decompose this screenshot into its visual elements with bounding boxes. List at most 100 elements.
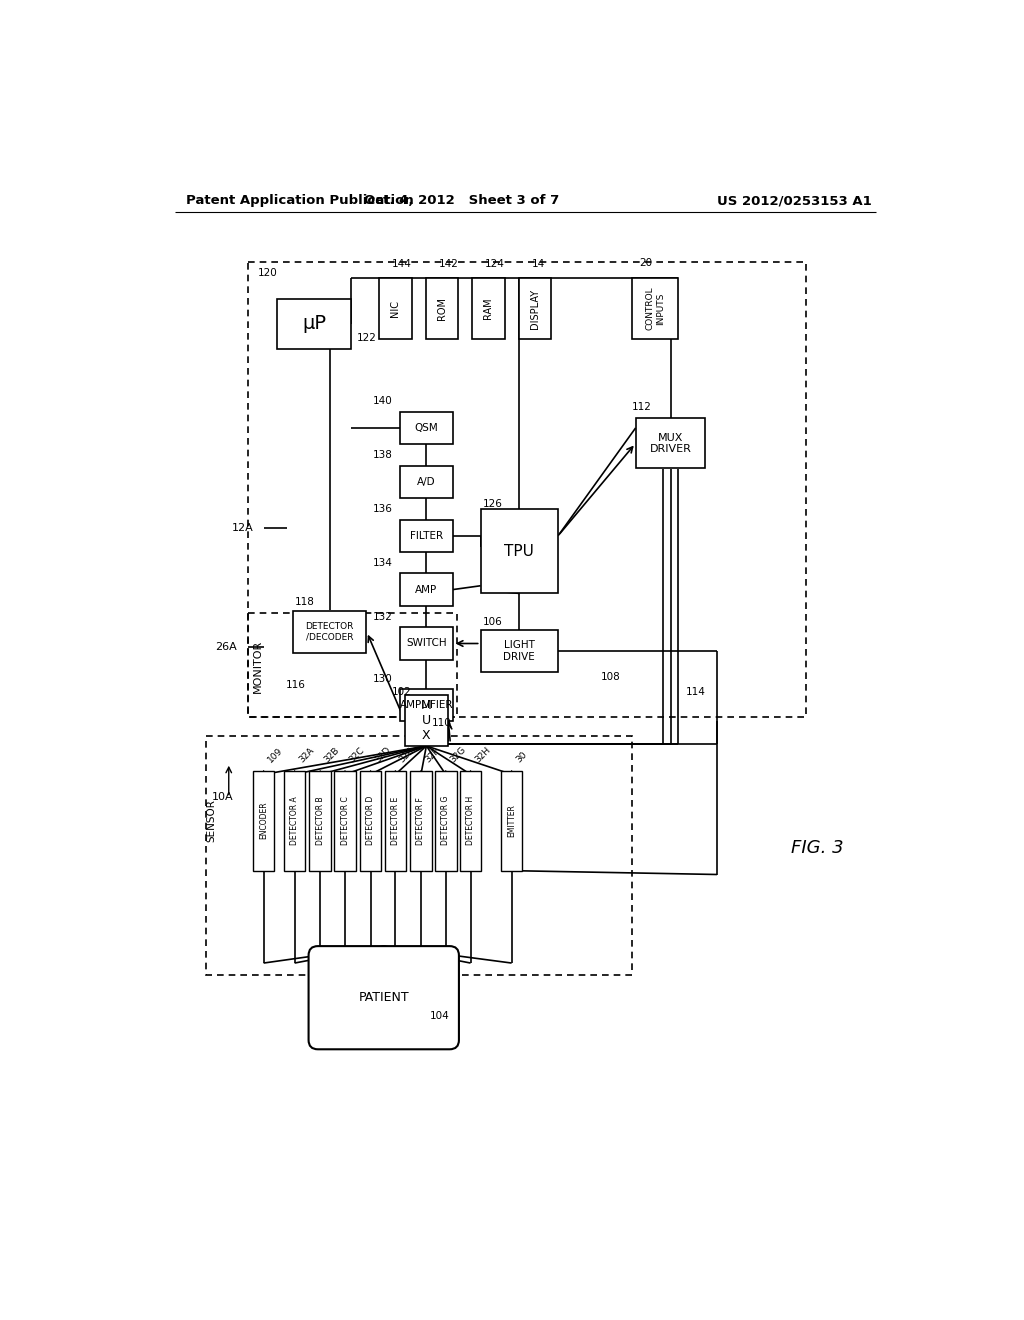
Text: 30: 30 (514, 750, 528, 764)
Text: QSM: QSM (415, 422, 438, 433)
Text: 112: 112 (632, 403, 651, 412)
Text: 144: 144 (392, 259, 412, 268)
Bar (309, 771, 331, 871)
Bar (400, 466, 453, 498)
Bar (293, 611, 367, 653)
Text: LIGHT
DRIVE: LIGHT DRIVE (504, 640, 536, 663)
Text: 140: 140 (373, 396, 392, 407)
Bar (206, 737, 632, 974)
Text: 118: 118 (295, 597, 314, 607)
Bar (253, 771, 274, 871)
Text: M
U
X: M U X (421, 700, 432, 742)
FancyBboxPatch shape (308, 946, 459, 1049)
Text: 138: 138 (373, 450, 393, 461)
Text: US 2012/0253153 A1: US 2012/0253153 A1 (717, 194, 871, 207)
Text: 32B: 32B (323, 746, 341, 764)
Text: SENSOR: SENSOR (207, 799, 217, 842)
Bar (400, 573, 453, 606)
Bar (248, 263, 806, 717)
Text: 136: 136 (373, 504, 393, 515)
Text: 12A: 12A (231, 523, 254, 533)
Bar (400, 627, 453, 660)
Text: 32D: 32D (373, 744, 392, 764)
Text: DETECTOR F: DETECTOR F (417, 797, 425, 845)
Text: 120: 120 (258, 268, 278, 277)
Bar (480, 630, 558, 672)
Text: 116: 116 (286, 680, 305, 689)
Bar (248, 612, 458, 717)
Text: 142: 142 (438, 259, 459, 268)
Text: 102: 102 (391, 688, 412, 697)
Text: ROM: ROM (437, 297, 446, 319)
Text: MONITOR: MONITOR (253, 640, 263, 693)
Text: DETECTOR D: DETECTOR D (366, 796, 375, 845)
Text: PATIENT: PATIENT (358, 991, 409, 1005)
Bar (400, 412, 453, 444)
Text: AMP: AMP (416, 585, 437, 594)
Text: Patent Application Publication: Patent Application Publication (186, 194, 414, 207)
Bar (518, 277, 551, 339)
Bar (334, 771, 356, 871)
Text: NIC: NIC (390, 300, 400, 317)
Bar (385, 771, 407, 871)
Bar (406, 696, 447, 746)
Text: 109: 109 (266, 746, 285, 764)
Text: DISPLAY: DISPLAY (529, 289, 540, 329)
Text: 108: 108 (601, 672, 621, 682)
Text: AMPLIFIER: AMPLIFIER (399, 700, 454, 710)
Bar (472, 277, 505, 339)
Text: 124: 124 (485, 259, 505, 268)
Text: 32G: 32G (449, 744, 467, 764)
Text: DETECTOR G: DETECTOR G (441, 796, 451, 845)
Text: CONTROL
INPUTS: CONTROL INPUTS (645, 286, 665, 330)
Text: 32C: 32C (347, 746, 367, 764)
Text: EMITTER: EMITTER (507, 804, 516, 837)
Text: 132: 132 (373, 612, 393, 622)
Text: MUX
DRIVER: MUX DRIVER (649, 433, 691, 454)
Text: 114: 114 (686, 688, 706, 697)
Bar (480, 508, 558, 594)
Text: 20: 20 (640, 257, 652, 268)
Text: 26A: 26A (215, 643, 237, 652)
Bar (426, 277, 458, 339)
Text: ENCODER: ENCODER (259, 801, 268, 840)
Text: 134: 134 (373, 558, 393, 568)
Text: 32F: 32F (423, 746, 441, 764)
Text: 106: 106 (483, 616, 503, 627)
Text: 130: 130 (373, 673, 392, 684)
Bar (359, 771, 381, 871)
Text: 32A: 32A (297, 746, 315, 764)
Text: 14: 14 (531, 259, 545, 268)
Text: DETECTOR
/DECODER: DETECTOR /DECODER (305, 622, 353, 642)
Bar (278, 298, 351, 348)
Text: 32E: 32E (397, 746, 416, 764)
Text: FILTER: FILTER (410, 531, 443, 541)
Text: DETECTOR C: DETECTOR C (341, 796, 349, 845)
Bar (435, 771, 457, 871)
Text: DETECTOR A: DETECTOR A (290, 796, 299, 845)
Text: 10A: 10A (212, 792, 233, 803)
Bar (400, 689, 453, 721)
Bar (460, 771, 481, 871)
Text: DETECTOR B: DETECTOR B (315, 796, 325, 845)
Text: DETECTOR E: DETECTOR E (391, 796, 400, 845)
Text: 110: 110 (432, 718, 452, 729)
Text: 122: 122 (356, 333, 377, 343)
Bar (400, 520, 453, 552)
Bar (501, 771, 522, 871)
Text: A/D: A/D (417, 477, 435, 487)
Text: FIG. 3: FIG. 3 (791, 838, 843, 857)
Bar (410, 771, 432, 871)
Text: 32H: 32H (473, 746, 493, 764)
Text: 126: 126 (483, 499, 503, 508)
Bar (632, 277, 678, 339)
Text: μP: μP (302, 314, 326, 334)
Bar (379, 277, 412, 339)
Bar (636, 418, 706, 469)
Text: 104: 104 (430, 1011, 450, 1020)
Text: RAM: RAM (483, 298, 494, 319)
Text: Oct. 4, 2012   Sheet 3 of 7: Oct. 4, 2012 Sheet 3 of 7 (364, 194, 559, 207)
Text: DETECTOR H: DETECTOR H (466, 796, 475, 845)
Text: TPU: TPU (505, 544, 535, 558)
Bar (284, 771, 305, 871)
